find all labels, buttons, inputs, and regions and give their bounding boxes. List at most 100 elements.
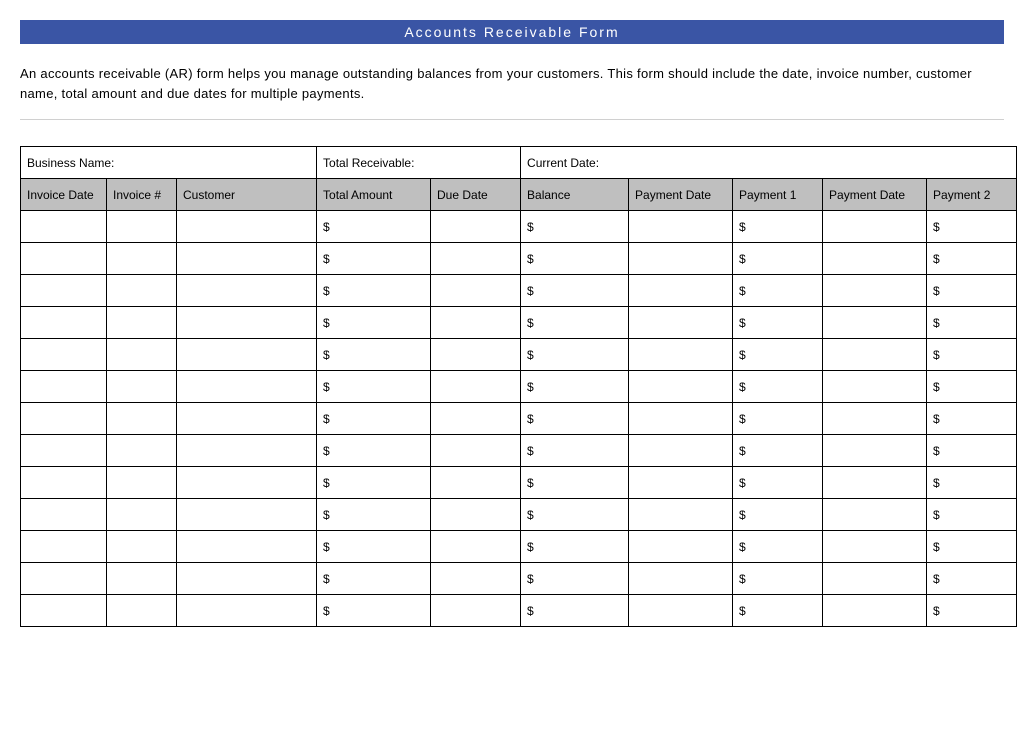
table-cell[interactable]: $: [521, 275, 629, 307]
table-cell[interactable]: $: [317, 435, 431, 467]
table-cell[interactable]: [21, 339, 107, 371]
table-cell[interactable]: $: [521, 467, 629, 499]
table-cell[interactable]: $: [927, 339, 1017, 371]
table-cell[interactable]: [629, 531, 733, 563]
table-cell[interactable]: [21, 307, 107, 339]
table-cell[interactable]: [431, 531, 521, 563]
table-cell[interactable]: [823, 595, 927, 627]
table-cell[interactable]: [177, 563, 317, 595]
table-cell[interactable]: [629, 467, 733, 499]
table-cell[interactable]: [629, 595, 733, 627]
table-cell[interactable]: $: [733, 275, 823, 307]
table-cell[interactable]: [177, 339, 317, 371]
table-cell[interactable]: $: [733, 243, 823, 275]
table-cell[interactable]: $: [317, 339, 431, 371]
table-cell[interactable]: [21, 243, 107, 275]
table-cell[interactable]: [629, 211, 733, 243]
table-cell[interactable]: $: [521, 243, 629, 275]
table-cell[interactable]: $: [317, 371, 431, 403]
table-cell[interactable]: [431, 275, 521, 307]
table-cell[interactable]: $: [927, 563, 1017, 595]
table-cell[interactable]: [823, 435, 927, 467]
table-cell[interactable]: [107, 307, 177, 339]
table-cell[interactable]: [431, 307, 521, 339]
table-cell[interactable]: [107, 371, 177, 403]
table-cell[interactable]: [823, 243, 927, 275]
table-cell[interactable]: [823, 307, 927, 339]
table-cell[interactable]: $: [317, 499, 431, 531]
table-cell[interactable]: [823, 499, 927, 531]
table-cell[interactable]: $: [733, 435, 823, 467]
table-cell[interactable]: $: [733, 499, 823, 531]
table-cell[interactable]: [21, 531, 107, 563]
table-cell[interactable]: [823, 371, 927, 403]
table-cell[interactable]: $: [927, 211, 1017, 243]
table-cell[interactable]: $: [521, 339, 629, 371]
table-cell[interactable]: [823, 403, 927, 435]
table-cell[interactable]: $: [521, 499, 629, 531]
table-cell[interactable]: [823, 467, 927, 499]
table-cell[interactable]: [107, 563, 177, 595]
table-cell[interactable]: [107, 339, 177, 371]
table-cell[interactable]: [823, 563, 927, 595]
table-cell[interactable]: [177, 531, 317, 563]
table-cell[interactable]: [823, 531, 927, 563]
table-cell[interactable]: $: [927, 531, 1017, 563]
table-cell[interactable]: $: [317, 531, 431, 563]
table-cell[interactable]: [431, 371, 521, 403]
table-cell[interactable]: $: [927, 467, 1017, 499]
table-cell[interactable]: [629, 307, 733, 339]
table-cell[interactable]: $: [733, 595, 823, 627]
table-cell[interactable]: [629, 499, 733, 531]
table-cell[interactable]: [107, 403, 177, 435]
table-cell[interactable]: [177, 467, 317, 499]
table-cell[interactable]: $: [733, 307, 823, 339]
table-cell[interactable]: [21, 275, 107, 307]
table-cell[interactable]: [177, 307, 317, 339]
table-cell[interactable]: $: [521, 595, 629, 627]
table-cell[interactable]: [21, 435, 107, 467]
table-cell[interactable]: $: [521, 403, 629, 435]
table-cell[interactable]: [629, 371, 733, 403]
table-cell[interactable]: $: [521, 563, 629, 595]
table-cell[interactable]: $: [733, 403, 823, 435]
table-cell[interactable]: [107, 531, 177, 563]
table-cell[interactable]: $: [927, 371, 1017, 403]
table-cell[interactable]: $: [733, 563, 823, 595]
table-cell[interactable]: $: [733, 339, 823, 371]
table-cell[interactable]: $: [733, 211, 823, 243]
table-cell[interactable]: [177, 371, 317, 403]
table-cell[interactable]: $: [317, 307, 431, 339]
table-cell[interactable]: [21, 499, 107, 531]
table-cell[interactable]: [21, 211, 107, 243]
table-cell[interactable]: [177, 499, 317, 531]
table-cell[interactable]: $: [927, 275, 1017, 307]
table-cell[interactable]: $: [733, 467, 823, 499]
table-cell[interactable]: [629, 435, 733, 467]
table-cell[interactable]: [823, 339, 927, 371]
table-cell[interactable]: [431, 563, 521, 595]
table-cell[interactable]: $: [317, 467, 431, 499]
table-cell[interactable]: [177, 275, 317, 307]
table-cell[interactable]: $: [521, 435, 629, 467]
table-cell[interactable]: [21, 563, 107, 595]
table-cell[interactable]: [21, 467, 107, 499]
table-cell[interactable]: [177, 595, 317, 627]
table-cell[interactable]: [177, 243, 317, 275]
table-cell[interactable]: [177, 435, 317, 467]
table-cell[interactable]: $: [317, 243, 431, 275]
table-cell[interactable]: [107, 211, 177, 243]
table-cell[interactable]: $: [733, 371, 823, 403]
table-cell[interactable]: $: [927, 499, 1017, 531]
table-cell[interactable]: [431, 339, 521, 371]
table-cell[interactable]: [431, 243, 521, 275]
table-cell[interactable]: [629, 243, 733, 275]
table-cell[interactable]: [21, 595, 107, 627]
table-cell[interactable]: [823, 275, 927, 307]
table-cell[interactable]: [823, 211, 927, 243]
table-cell[interactable]: [177, 403, 317, 435]
table-cell[interactable]: $: [927, 243, 1017, 275]
table-cell[interactable]: [629, 339, 733, 371]
table-cell[interactable]: [629, 563, 733, 595]
table-cell[interactable]: [21, 371, 107, 403]
